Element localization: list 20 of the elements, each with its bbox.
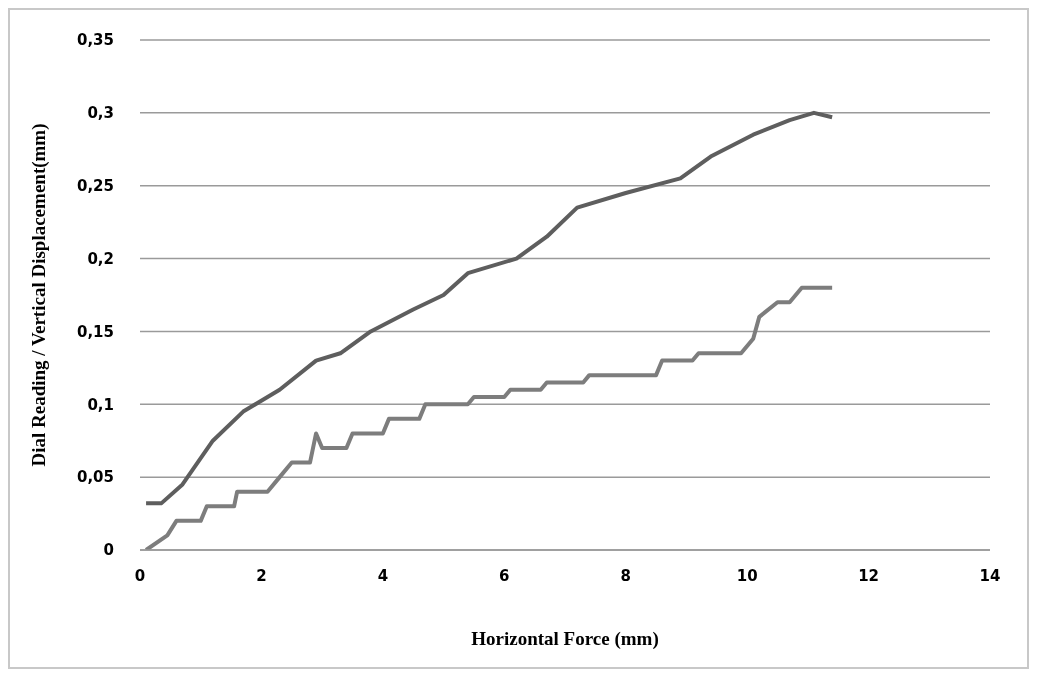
y-axis-title: Dial Reading / Vertical Displacement(mm) <box>27 123 50 467</box>
x-axis-title: Horizontal Force (mm) <box>471 628 659 650</box>
x-tick-label: 6 <box>499 566 510 585</box>
y-tick-label: 0,25 <box>76 177 114 196</box>
y-tick-label: 0,3 <box>87 104 114 123</box>
y-tick-label: 0,05 <box>76 468 114 487</box>
y-tick-label: 0 <box>103 541 114 560</box>
x-tick-label: 4 <box>377 566 389 585</box>
y-tick-label: 0,2 <box>87 249 114 268</box>
x-tick-label: 8 <box>620 566 631 585</box>
y-tick-label: 0,15 <box>76 322 114 341</box>
line-series <box>144 285 835 550</box>
x-tick-label: 2 <box>256 566 267 585</box>
x-tick-label: 0 <box>134 566 146 585</box>
y-tick-label: 0,35 <box>76 31 114 50</box>
x-tick-label: 14 <box>979 566 1001 585</box>
x-tick-label: 10 <box>736 566 758 585</box>
x-tick-label: 12 <box>858 566 880 585</box>
line-series <box>144 110 835 506</box>
y-tick-label: 0,1 <box>87 395 114 414</box>
